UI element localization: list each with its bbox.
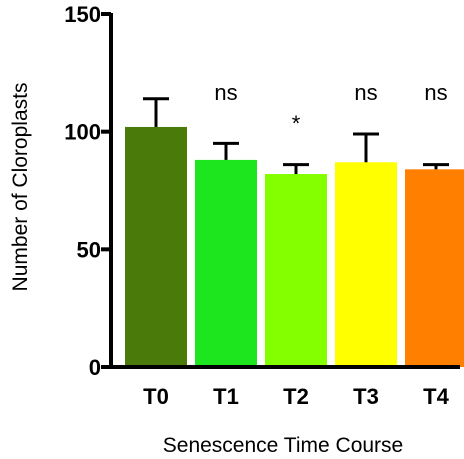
y-tick-label-0: 0 (89, 355, 101, 380)
y-tick-label-150: 150 (64, 2, 101, 27)
significance-label-t2: * (292, 111, 301, 136)
x-tick-label-t2: T2 (283, 384, 309, 409)
x-tick-label-t4: T4 (423, 384, 449, 409)
x-tick-label-t1: T1 (213, 384, 239, 409)
bar-t0 (125, 126, 187, 368)
x-tick-label-t0: T0 (143, 384, 169, 409)
y-tick-label-50: 50 (77, 237, 101, 262)
plot-area: T0 ns T1 * T2 ns T3 ns T4 0 50 100 150 (64, 2, 464, 409)
significance-label-t1: ns (214, 80, 237, 105)
significance-label-t3: ns (354, 80, 377, 105)
bar-t3 (335, 162, 397, 367)
x-tick-label-t3: T3 (353, 384, 379, 409)
y-tick-label-100: 100 (64, 120, 101, 145)
bar-t2 (265, 174, 327, 367)
bar-t1 (195, 159, 257, 367)
y-axis-title: Number of Cloroplasts (9, 83, 32, 292)
x-axis-title: Senescence Time Course (163, 434, 403, 457)
significance-label-t4: ns (424, 80, 447, 105)
bar-t4 (405, 169, 464, 367)
